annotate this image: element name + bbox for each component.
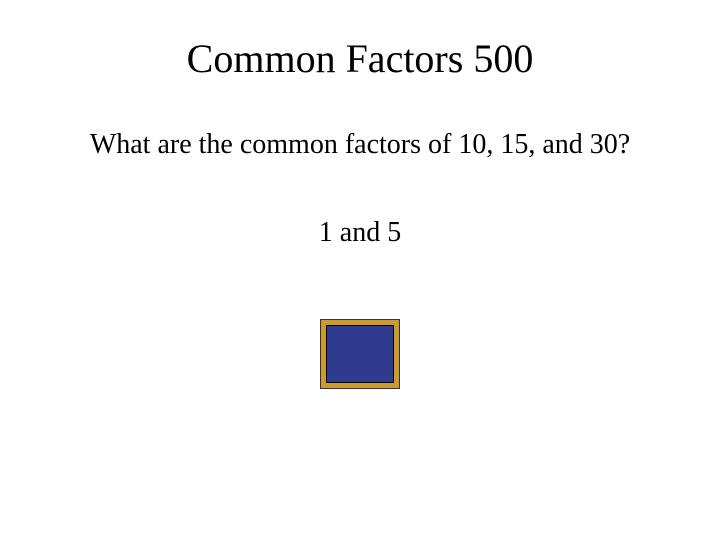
nav-box[interactable] bbox=[320, 319, 400, 389]
slide-title: Common Factors 500 bbox=[0, 0, 720, 102]
question-text: What are the common factors of 10, 15, a… bbox=[0, 102, 720, 172]
nav-box-container bbox=[0, 249, 720, 394]
answer-text: 1 and 5 bbox=[0, 172, 720, 249]
nav-box-inner bbox=[326, 325, 394, 383]
